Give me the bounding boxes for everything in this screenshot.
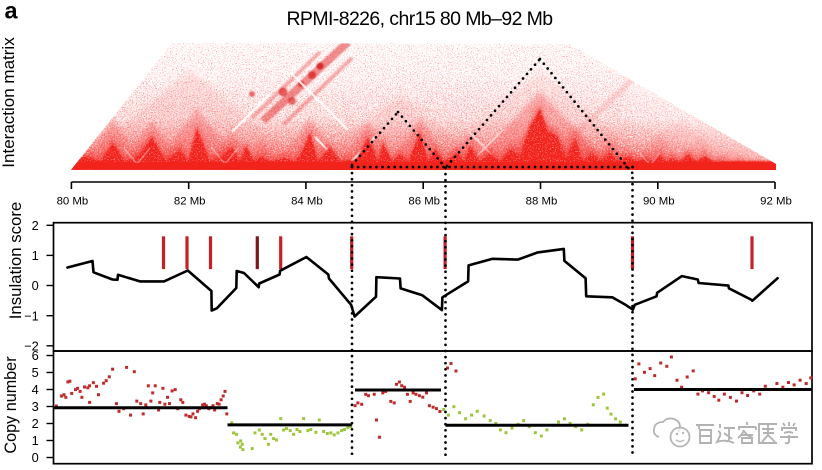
svg-text:80 Mb: 80 Mb <box>57 195 89 207</box>
svg-text:1: 1 <box>32 248 39 263</box>
svg-text:2: 2 <box>32 218 39 233</box>
svg-text:5: 5 <box>32 365 39 380</box>
svg-text:84 Mb: 84 Mb <box>291 195 323 207</box>
svg-text:0: 0 <box>32 278 39 293</box>
svg-text:4: 4 <box>32 382 39 397</box>
svg-text:86 Mb: 86 Mb <box>408 195 440 207</box>
svg-text:Insulation score: Insulation score <box>6 202 25 320</box>
svg-text:Interaction matrix: Interaction matrix <box>0 37 18 168</box>
svg-text:−2: −2 <box>24 338 39 353</box>
svg-text:0: 0 <box>32 450 39 465</box>
svg-text:82 Mb: 82 Mb <box>174 195 206 207</box>
svg-text:a: a <box>5 0 19 23</box>
svg-text:92 Mb: 92 Mb <box>760 195 792 207</box>
svg-text:1: 1 <box>32 433 39 448</box>
svg-text:RPMI-8226, chr15 80 Mb–92 Mb: RPMI-8226, chr15 80 Mb–92 Mb <box>286 8 553 30</box>
svg-text:3: 3 <box>32 399 39 414</box>
svg-text:90 Mb: 90 Mb <box>643 195 675 207</box>
svg-text:−1: −1 <box>24 308 39 323</box>
svg-text:Copy number: Copy number <box>2 356 20 454</box>
svg-text:88 Mb: 88 Mb <box>526 195 558 207</box>
svg-text:6: 6 <box>32 348 39 363</box>
svg-text:2: 2 <box>32 416 39 431</box>
